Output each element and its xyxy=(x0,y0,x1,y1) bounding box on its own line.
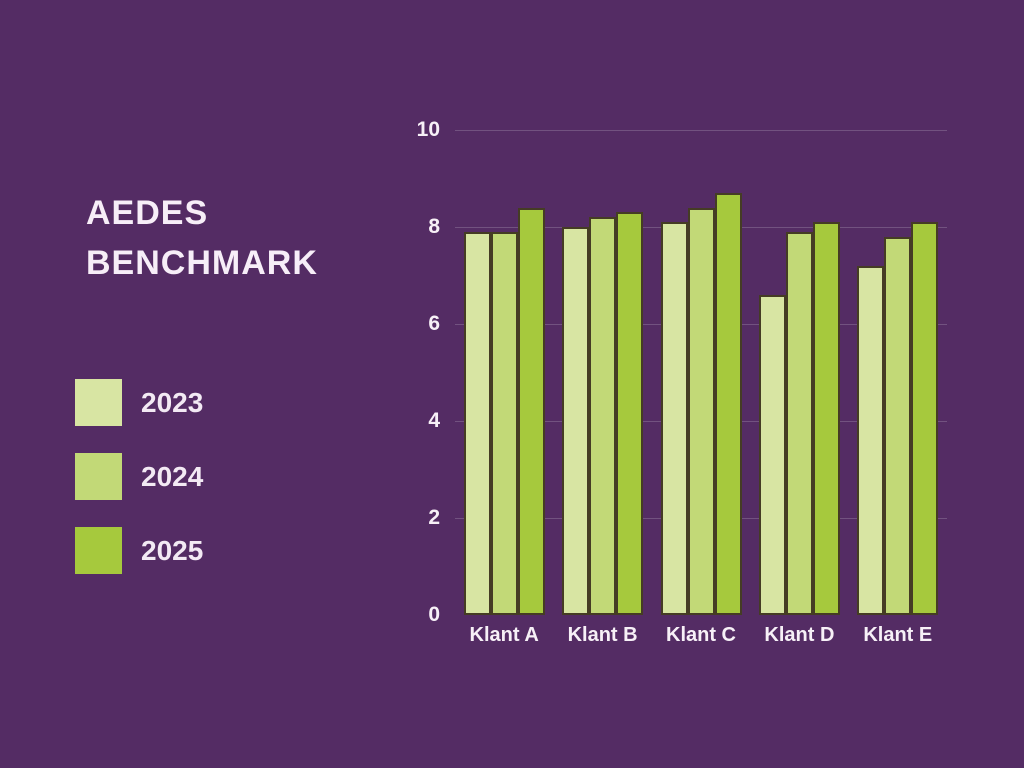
bar-klant-e-2024 xyxy=(884,236,912,615)
bar-klant-a-2025 xyxy=(517,207,545,615)
page-title-line-2: BENCHMARK xyxy=(86,244,318,282)
legend-label-2024: 2024 xyxy=(141,460,204,492)
x-tick-label-klant-d: Klant D xyxy=(764,624,835,646)
page-title-line-1: AEDES xyxy=(86,194,209,232)
bar-klant-e-2025 xyxy=(911,222,939,615)
bar-klant-d-2024 xyxy=(785,231,813,615)
bar-klant-b-2025 xyxy=(616,212,644,615)
y-tick-label-4: 4 xyxy=(428,409,440,432)
chart-legend: 2023 2024 2025 xyxy=(75,379,203,574)
y-tick-label-10: 10 xyxy=(416,118,440,141)
bar-klant-c-2024 xyxy=(687,207,715,615)
x-tick-label-klant-e: Klant E xyxy=(863,624,933,646)
x-tick-label-klant-c: Klant C xyxy=(666,624,736,646)
x-tick-label-klant-b: Klant B xyxy=(567,624,638,646)
legend-item-2025: 2025 xyxy=(75,527,203,574)
bar-klant-d-2023 xyxy=(758,294,786,615)
y-tick-label-8: 8 xyxy=(428,215,440,238)
y-tick-label-6: 6 xyxy=(428,312,440,335)
y-tick-label-2: 2 xyxy=(428,506,440,529)
bar-klant-c-2023 xyxy=(660,222,688,615)
legend-swatch-2023 xyxy=(75,379,122,426)
bar-klant-e-2023 xyxy=(857,265,885,615)
page-title: AEDES BENCHMARK xyxy=(86,188,318,288)
bar-chart: 0 2 4 6 8 10 Klant A Klant B Klant C Klant D Klan… xyxy=(417,118,947,646)
bar-klant-a-2024 xyxy=(490,231,518,615)
legend-swatch-2024 xyxy=(75,453,122,500)
legend-item-2023: 2023 xyxy=(75,379,203,426)
bar-klant-b-2024 xyxy=(589,217,617,615)
legend-item-2024: 2024 xyxy=(75,453,203,500)
legend-label-2025: 2025 xyxy=(141,534,204,566)
bar-klant-b-2023 xyxy=(562,227,590,615)
bar-klant-d-2025 xyxy=(812,222,840,615)
legend-label-2023: 2023 xyxy=(141,386,204,418)
bar-klant-a-2023 xyxy=(463,231,491,615)
x-tick-label-klant-a: Klant A xyxy=(469,624,539,646)
y-tick-label-0: 0 xyxy=(428,603,440,626)
bar-klant-c-2025 xyxy=(714,193,742,615)
gridline-10 xyxy=(455,130,947,131)
legend-swatch-2025 xyxy=(75,527,122,574)
